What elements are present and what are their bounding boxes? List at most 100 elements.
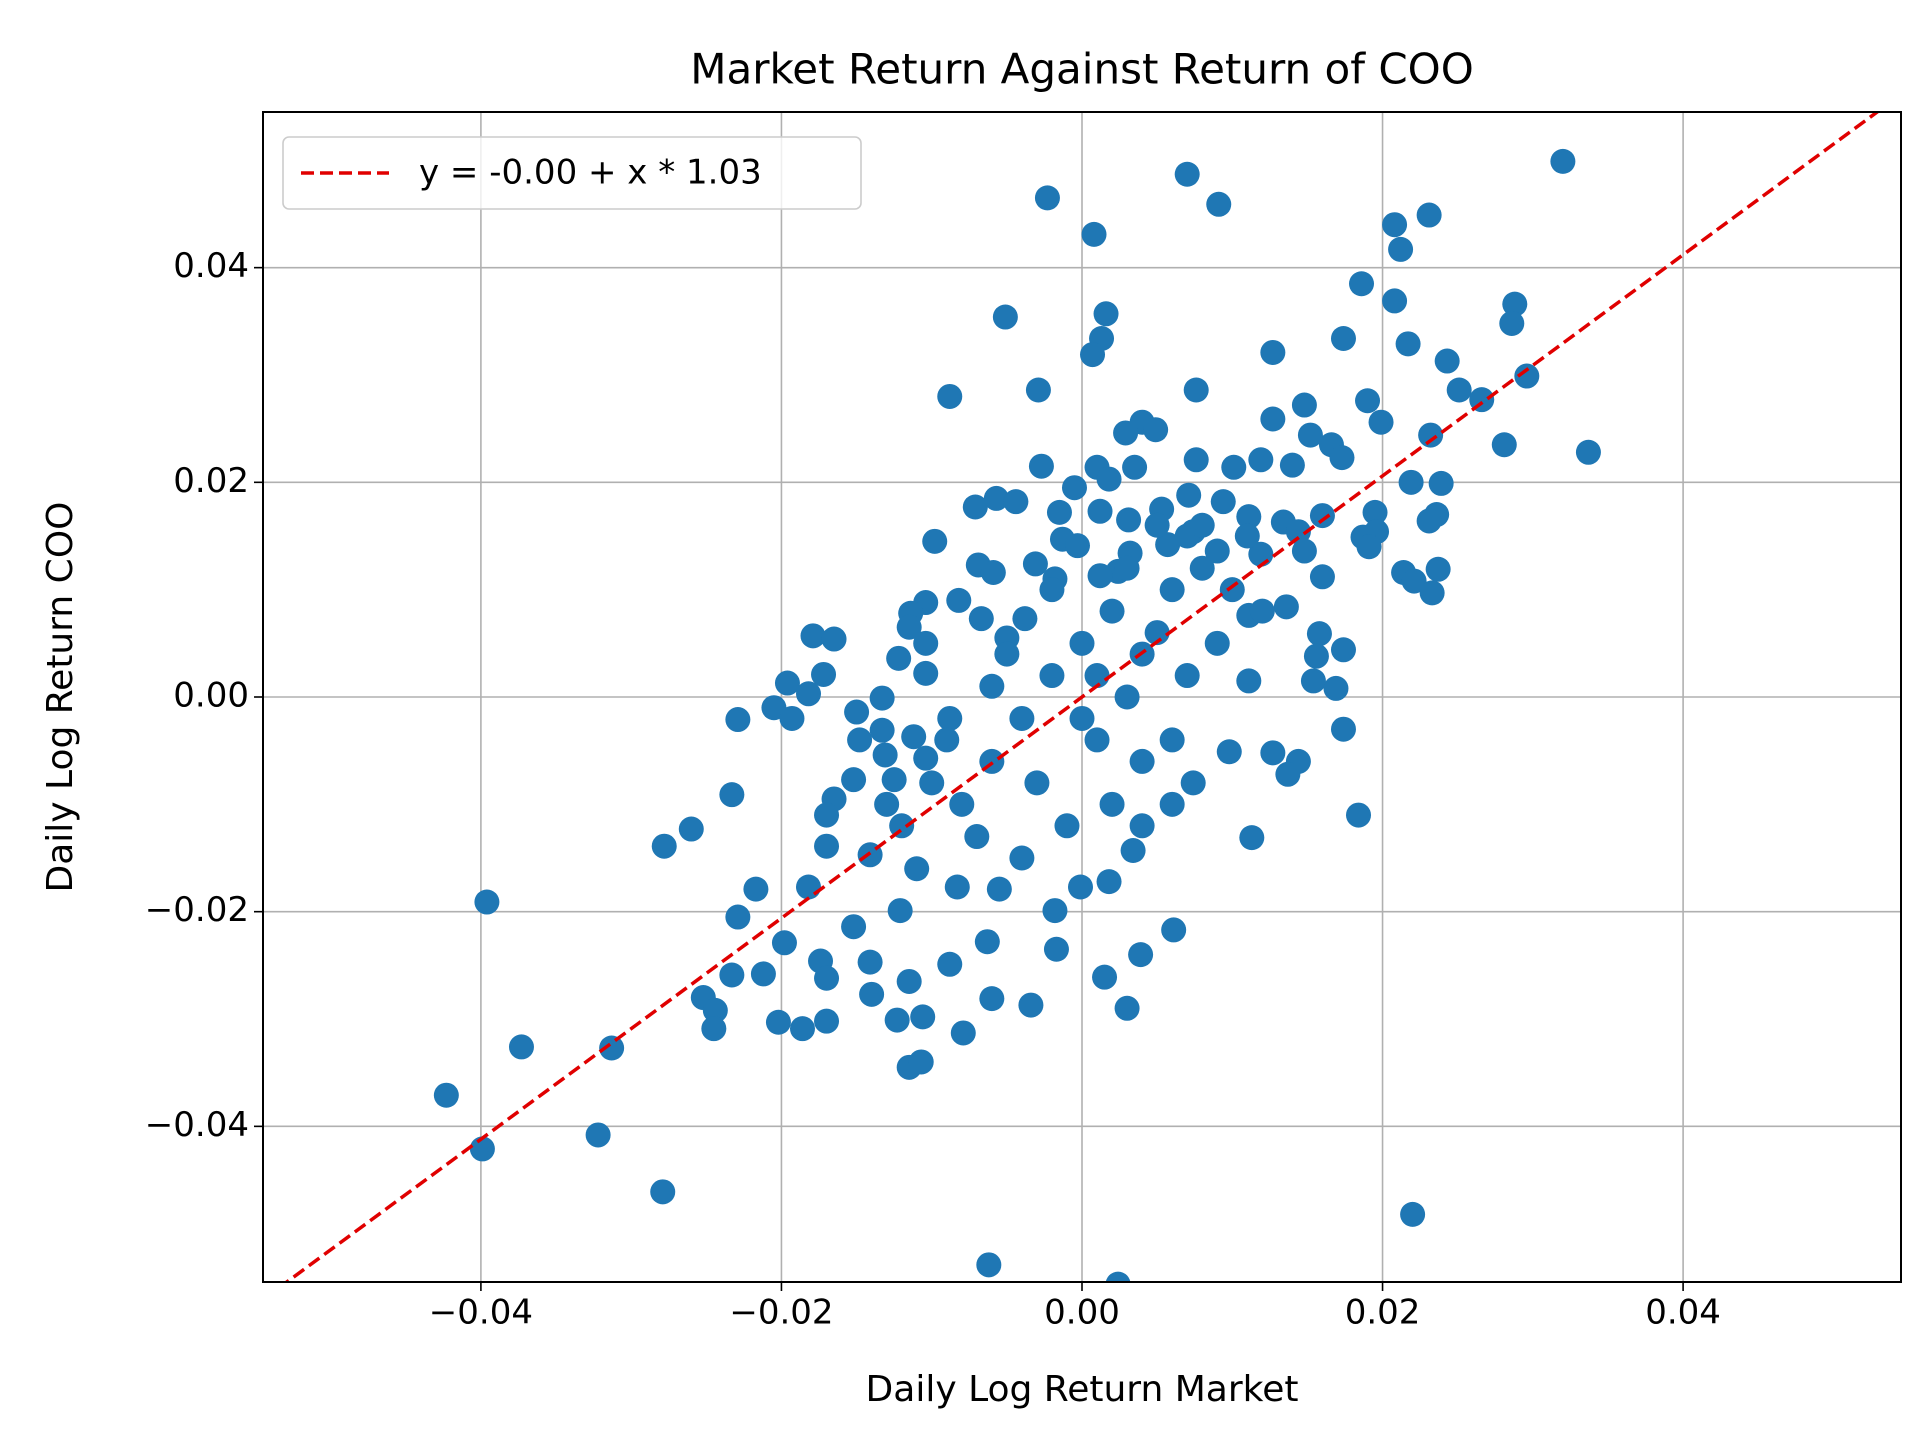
- scatter-point: [779, 705, 805, 731]
- scatter-point: [1499, 310, 1525, 336]
- scatter-point: [887, 898, 913, 924]
- scatter-point: [1028, 453, 1054, 479]
- scatter-point: [937, 383, 963, 409]
- scatter-point: [983, 485, 1009, 511]
- scatter-point: [1046, 499, 1072, 525]
- scatter-point: [1116, 507, 1142, 533]
- scatter-point: [789, 1016, 815, 1042]
- scatter-point: [1418, 422, 1444, 448]
- scatter-point: [949, 791, 975, 817]
- scatter-point: [1401, 568, 1427, 594]
- scatter-point: [919, 770, 945, 796]
- scatter-point: [859, 981, 885, 1007]
- scatter-point: [1275, 761, 1301, 787]
- scatter-point: [1491, 432, 1517, 458]
- scatter-point: [884, 1007, 910, 1033]
- scatter-point: [913, 745, 939, 771]
- scatter-point: [847, 727, 873, 753]
- scatter-point: [1309, 564, 1335, 590]
- scatter-point: [979, 986, 1005, 1012]
- scatter-point: [1416, 508, 1442, 534]
- scatter-point: [874, 791, 900, 817]
- scatter-point: [814, 1008, 840, 1034]
- scatter-point: [719, 962, 745, 988]
- scatter-point: [913, 660, 939, 686]
- scatter-point: [1018, 992, 1044, 1018]
- scatter-point: [946, 587, 972, 613]
- scatter-point: [1114, 684, 1140, 710]
- scatter-point: [1398, 469, 1424, 495]
- scatter-point: [1236, 668, 1262, 694]
- scatter-point: [1285, 519, 1311, 545]
- scatter-point: [702, 997, 728, 1023]
- scatter-point: [599, 1035, 625, 1061]
- scatter-point: [1300, 668, 1326, 694]
- scatter-point: [811, 661, 837, 687]
- scatter-point: [1297, 422, 1323, 448]
- scatter-point: [1260, 406, 1286, 432]
- scatter-point: [1400, 1201, 1426, 1227]
- scatter-point: [1239, 825, 1265, 851]
- scatter-point: [974, 929, 1000, 955]
- scatter-point: [774, 670, 800, 696]
- scatter-point: [1219, 577, 1245, 603]
- scatter-point: [1022, 551, 1048, 577]
- scatter-point: [1416, 202, 1442, 228]
- scatter-point: [1122, 454, 1148, 480]
- scatter-point: [1273, 594, 1299, 620]
- scatter-point: [1067, 874, 1093, 900]
- scatter-point: [1221, 454, 1247, 480]
- scatter-point: [1080, 342, 1106, 368]
- scatter-point: [1291, 392, 1317, 418]
- scatter-point: [910, 1004, 936, 1030]
- scatter-point: [908, 1049, 934, 1075]
- scatter-point: [1206, 191, 1232, 217]
- scatter-point: [1129, 813, 1155, 839]
- scatter-point: [725, 904, 751, 930]
- scatter-point: [821, 626, 847, 652]
- scatter-point: [979, 673, 1005, 699]
- scatter-point: [750, 961, 776, 987]
- scatter-point: [896, 614, 922, 640]
- scatter-point: [651, 833, 677, 859]
- scatter-point: [869, 685, 895, 711]
- scatter-point: [1096, 869, 1122, 895]
- scatter-point: [1144, 620, 1170, 646]
- scatter-point: [1260, 740, 1286, 766]
- scatter-point: [1099, 791, 1125, 817]
- scatter-point: [1087, 563, 1113, 589]
- scatter-point: [950, 1020, 976, 1046]
- scatter-point: [585, 1122, 611, 1148]
- scatter-point: [814, 802, 840, 828]
- scatter-point: [1099, 598, 1125, 624]
- scatter-point: [1039, 577, 1065, 603]
- scatter-point: [1161, 917, 1187, 943]
- scatter-point: [1425, 556, 1451, 582]
- x-tick-label: 0.02: [1345, 1293, 1421, 1333]
- scatter-point: [1446, 377, 1472, 403]
- scatter-point: [1514, 363, 1540, 389]
- scatter-point: [1061, 475, 1087, 501]
- x-tick-label: 0.04: [1645, 1293, 1721, 1333]
- scatter-point: [881, 767, 907, 793]
- scatter-point: [765, 1009, 791, 1035]
- scatter-point: [1382, 212, 1408, 238]
- scatter-point: [1279, 452, 1305, 478]
- scatter-point: [1330, 716, 1356, 742]
- x-tick-label: −0.02: [729, 1293, 833, 1333]
- scatter-point: [1174, 161, 1200, 187]
- scatter-point: [1174, 663, 1200, 689]
- scatter-point: [1330, 637, 1356, 663]
- scatter-point: [1084, 727, 1110, 753]
- scatter-point: [1093, 301, 1119, 327]
- y-axis-label: Daily Log Return COO: [40, 502, 81, 893]
- scatter-point: [1159, 791, 1185, 817]
- scatter-point: [1309, 503, 1335, 529]
- scatter-point: [795, 681, 821, 707]
- scatter-point: [1012, 606, 1038, 632]
- scatter-point: [469, 1136, 495, 1162]
- scatter-point: [1234, 523, 1260, 549]
- scatter-point: [922, 528, 948, 554]
- scatter-point: [1159, 727, 1185, 753]
- scatter-point: [976, 1252, 1002, 1278]
